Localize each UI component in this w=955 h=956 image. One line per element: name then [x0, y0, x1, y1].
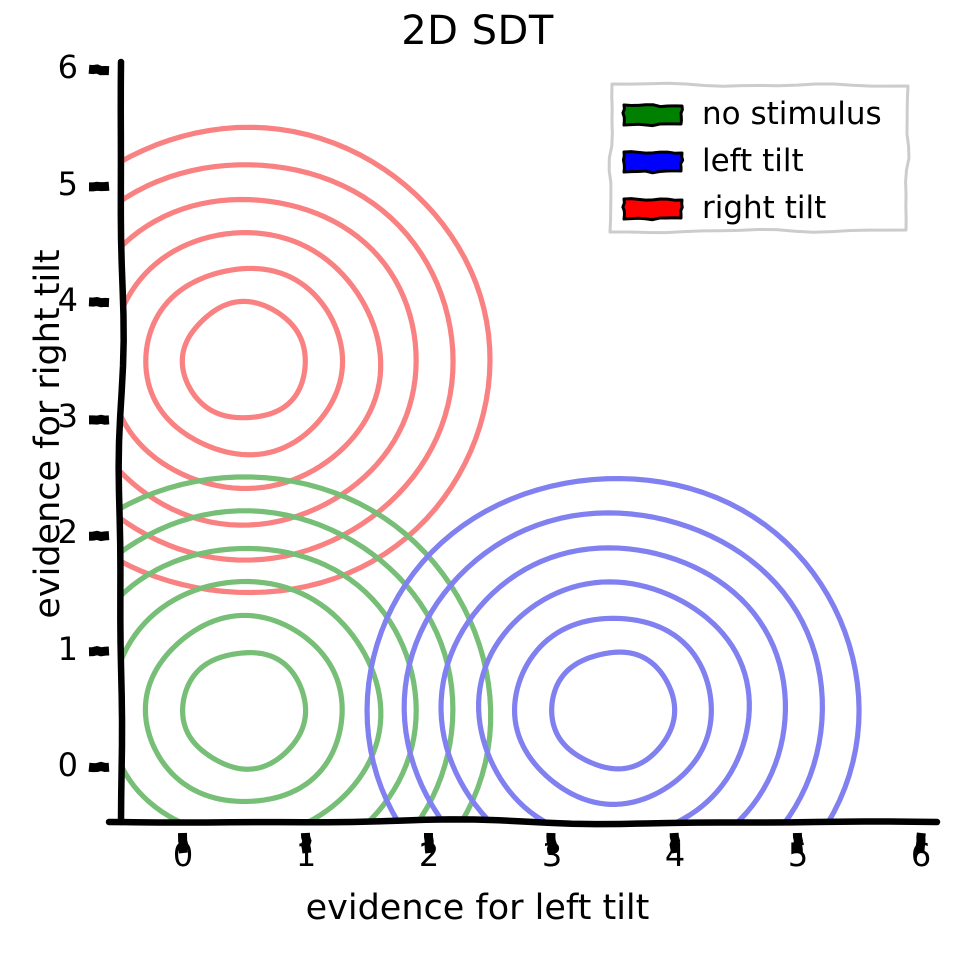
- contour-ring: [364, 475, 862, 822]
- y-tick-label: 6: [57, 48, 78, 87]
- x-tick-mark: [178, 832, 189, 854]
- x-tick-mark: [300, 832, 312, 854]
- y-tick-mark: [88, 530, 110, 542]
- y-tick-label: 1: [57, 629, 78, 668]
- y-tick-mark: [88, 181, 110, 192]
- contour-ring: [121, 162, 456, 563]
- legend-label: no stimulus: [702, 95, 882, 132]
- axis-ticks: [88, 64, 926, 854]
- x-tick-mark: [669, 832, 681, 854]
- legend-swatch-no-stimulus: [620, 101, 686, 128]
- legend-item[interactable]: right tilt: [620, 186, 916, 230]
- contour-ring: [179, 298, 308, 421]
- x-tick-label: 0: [172, 836, 194, 874]
- y-tick-label: 4: [57, 280, 78, 319]
- y-tick-mark: [88, 761, 110, 773]
- contour-ring: [511, 615, 714, 807]
- x-axis-spine: [105, 816, 941, 828]
- legend-swatch-fill: [621, 149, 685, 174]
- legend: no stimulus left tilt right tilt: [604, 79, 916, 237]
- contour-ring: [401, 510, 825, 822]
- contour-ring: [121, 230, 384, 492]
- x-tick-mark: [546, 832, 558, 854]
- legend-label: right tilt: [702, 189, 827, 226]
- contour-ring: [143, 265, 346, 458]
- legend-swatch-right-tilt: [620, 195, 686, 222]
- contour-ring: [121, 545, 419, 822]
- x-tick-label: 6: [910, 836, 932, 874]
- legend-swatch-fill: [621, 102, 684, 127]
- x-tick-mark: [915, 832, 926, 854]
- y-tick-label: 0: [57, 746, 78, 784]
- contour-set-right-tilt: [121, 124, 493, 596]
- legend-swatch-fill: [621, 196, 684, 221]
- y-tick-mark: [88, 414, 110, 425]
- legend-item[interactable]: left tilt: [620, 139, 916, 183]
- contour-ring: [438, 545, 789, 822]
- legend-frame: [607, 81, 911, 235]
- x-tick-label: 5: [787, 836, 809, 874]
- legend-swatch-left-tilt: [620, 148, 686, 175]
- chart-title: 2D SDT: [401, 8, 554, 54]
- y-tick-mark: [88, 64, 110, 76]
- contour-ring: [142, 612, 345, 805]
- x-tick-label: 1: [295, 836, 317, 874]
- y-tick-label: 5: [57, 164, 78, 203]
- contour-ring: [180, 650, 309, 772]
- y-tick-label: 2: [57, 513, 78, 552]
- contour-ring: [121, 196, 419, 528]
- x-axis-label: evidence for left tilt: [305, 888, 650, 928]
- contour-ring: [121, 474, 494, 822]
- x-tick-mark: [423, 832, 435, 854]
- y-tick-label: 3: [57, 397, 78, 436]
- legend-item[interactable]: no stimulus: [620, 92, 916, 136]
- contour-ring: [121, 508, 456, 822]
- y-axis-label: evidence for right tilt: [28, 249, 68, 619]
- contour-ring: [121, 124, 493, 596]
- x-tick-label: 3: [541, 836, 563, 874]
- legend-label: left tilt: [702, 142, 804, 179]
- axis-spines: [105, 58, 941, 828]
- x-tick-label: 4: [664, 836, 686, 874]
- x-tick-label: 2: [418, 836, 440, 874]
- contour-ring: [549, 649, 678, 772]
- y-tick-mark: [88, 645, 110, 657]
- y-axis-spine: [115, 58, 127, 826]
- x-tick-mark: [792, 832, 804, 854]
- y-tick-mark: [88, 296, 110, 308]
